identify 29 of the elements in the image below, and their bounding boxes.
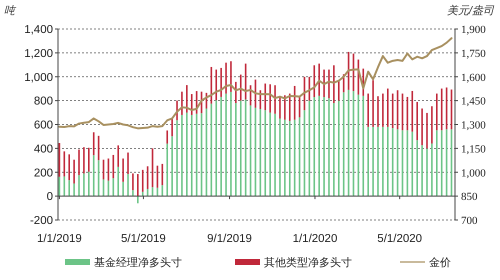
y2-tick-label: 700	[461, 215, 478, 227]
x-tick-label: 9/1/2019	[207, 233, 252, 245]
y2-tick-label: 850	[461, 191, 478, 204]
y2-tick-label: 1,750	[461, 48, 486, 60]
legend-label: 金价	[429, 257, 451, 269]
y-tick-label: 1,200	[24, 48, 53, 60]
y-tick-label: 0	[46, 191, 53, 204]
line-series	[58, 37, 452, 130]
y-tick-label: 1,400	[24, 24, 53, 36]
y2-tick-label: 1,150	[461, 143, 486, 156]
y-tick-label: 200	[34, 167, 53, 180]
y2-tick-label: 1,900	[461, 24, 486, 36]
y2-tick-label: 1,000	[461, 167, 486, 180]
y2-tick-label: 1,450	[461, 96, 486, 108]
y-tick-label: 800	[34, 96, 53, 108]
y-tick-label: -200	[30, 215, 53, 227]
legend-label: 基金经理净多头寸	[94, 256, 182, 269]
y-tick-label: 600	[34, 120, 53, 132]
x-tick-label: 1/1/2019	[37, 233, 82, 245]
legend-label: 其他类型净多头寸	[264, 256, 352, 269]
y2-tick-label: 1,600	[461, 72, 486, 84]
x-tick-label: 5/1/2019	[121, 233, 166, 245]
x-tick-label: 5/1/2020	[377, 233, 422, 245]
x-tick-label: 1/1/2020	[292, 233, 338, 245]
y-axis-title: 吨	[4, 4, 17, 17]
y2-tick-label: 1,300	[461, 120, 486, 132]
y-tick-label: 1,000	[24, 72, 53, 84]
y2-axis-title: 美元/盎司	[446, 4, 495, 17]
y-tick-label: 400	[34, 143, 53, 156]
